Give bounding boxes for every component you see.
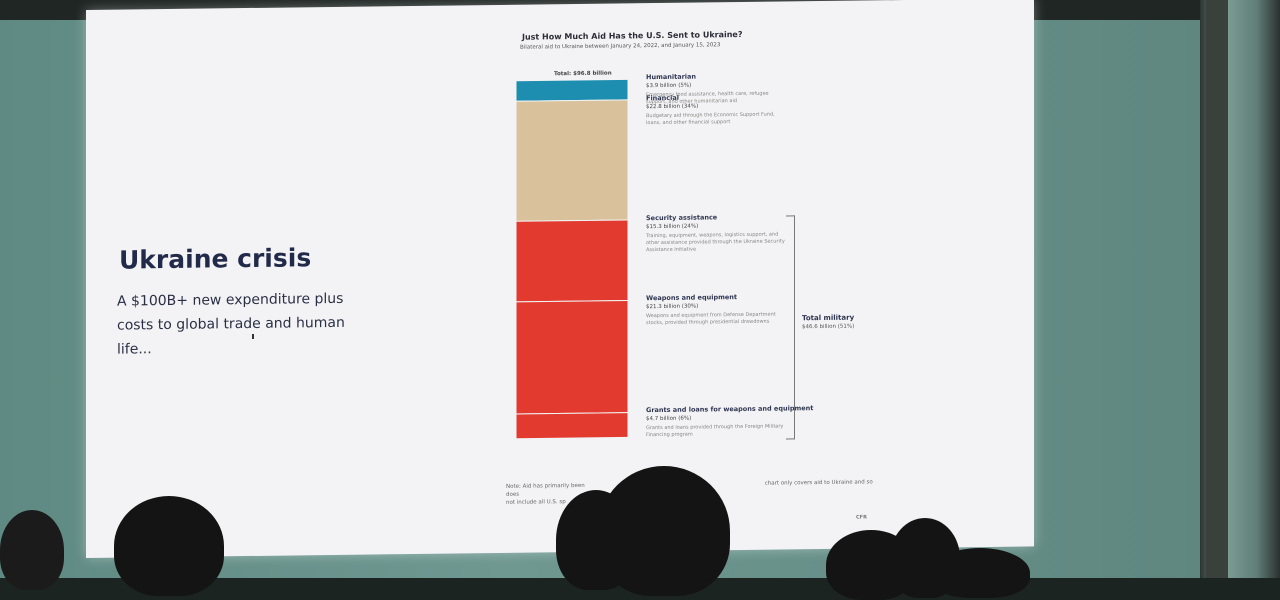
chart-title: Just How Much Aid Has the U.S. Sent to U… bbox=[522, 29, 743, 42]
audience-head bbox=[0, 510, 64, 590]
bar-segment-1 bbox=[515, 99, 629, 222]
military-total-amount: $46.6 billion (51%) bbox=[802, 323, 855, 331]
note-start: Note: Aid has primarily been bbox=[506, 482, 585, 490]
segment-desc-2: Training, equipment, weapons, logistics … bbox=[646, 231, 785, 253]
bar-segment-0 bbox=[515, 78, 629, 102]
publisher-logo: CFR bbox=[856, 514, 867, 521]
note-line2: not include all U.S. sp bbox=[506, 499, 566, 506]
audience-head bbox=[930, 548, 1030, 598]
chart-subtitle: Bilateral aid to Ukraine between January… bbox=[520, 42, 721, 51]
audience-head bbox=[114, 496, 224, 596]
segment-desc-3: Weapons and equipment from Defense Depar… bbox=[646, 311, 776, 327]
stacked-bar-chart bbox=[515, 78, 629, 440]
bar-segment-4 bbox=[515, 412, 629, 440]
segment-label-2: Security assistance bbox=[646, 212, 718, 222]
segment-label-0: Humanitarian bbox=[646, 72, 697, 82]
slide-title: Ukraine crisis bbox=[119, 243, 312, 275]
bar-segment-2 bbox=[515, 219, 629, 303]
segment-desc-1: Budgetary aid through the Economic Suppo… bbox=[646, 111, 775, 126]
bar-segment-3 bbox=[515, 299, 629, 415]
segment-amount-2: $15.3 billion (24%) bbox=[646, 223, 699, 230]
segment-amount-3: $21.3 billion (30%) bbox=[646, 303, 699, 311]
projection-screen: Ukraine crisis A $100B+ new expenditure … bbox=[86, 0, 1034, 558]
military-bracket bbox=[786, 215, 795, 440]
segment-desc-4: Grants and loans provided through the Fo… bbox=[646, 423, 784, 439]
audience-head bbox=[598, 466, 730, 596]
mouse-cursor bbox=[252, 333, 254, 339]
segment-label-3: Weapons and equipment bbox=[646, 293, 738, 303]
segment-amount-0: $3.9 billion (5%) bbox=[646, 82, 692, 90]
pillar-edge bbox=[1206, 0, 1228, 578]
slide-subtitle: A $100B+ new expenditure plus costs to g… bbox=[117, 290, 345, 358]
segment-amount-1: $22.8 billion (34%) bbox=[646, 103, 699, 110]
segment-amount-4: $4.7 billion (6%) bbox=[646, 415, 692, 423]
military-total-label: Total military bbox=[802, 313, 855, 323]
segment-label-1: Financial bbox=[646, 93, 680, 102]
